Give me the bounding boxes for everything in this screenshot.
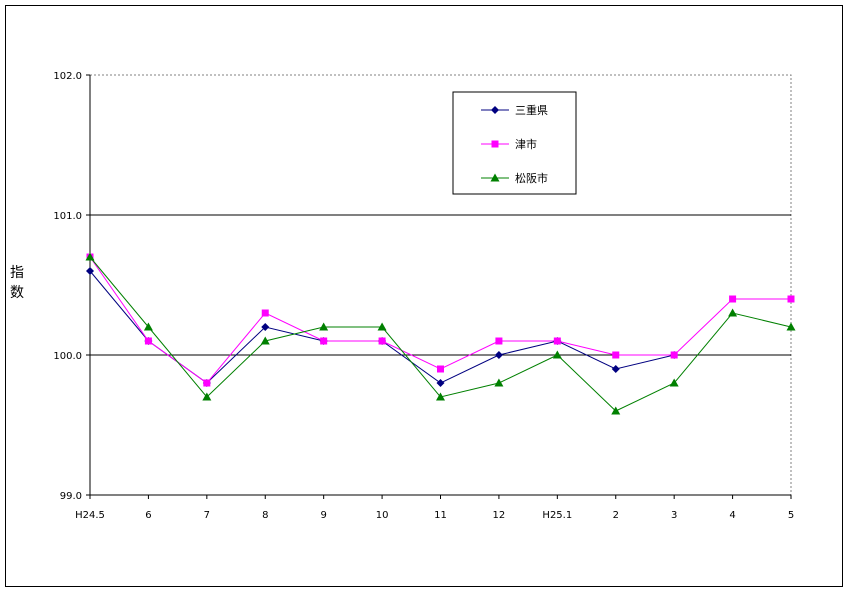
series-1-point-11 <box>729 295 737 303</box>
series-2-point-6 <box>436 392 445 401</box>
series-2-point-5 <box>377 322 387 331</box>
x-tick-label-8: H25.1 <box>542 510 572 521</box>
legend-marker-2 <box>490 173 500 182</box>
x-tick-label-0: H24.5 <box>75 510 105 521</box>
series-2-point-8 <box>552 350 562 359</box>
x-tick-label-6: 11 <box>434 510 447 521</box>
series-2-point-3 <box>260 336 270 345</box>
legend-box <box>452 91 577 195</box>
series-markers <box>85 252 796 415</box>
legend-marker-1 <box>491 140 499 148</box>
y-axis-label-char-0: 指 <box>10 265 24 281</box>
y-tick-label-2: 101.0 <box>53 211 82 222</box>
series-1-point-7 <box>495 337 503 345</box>
series-2-point-12 <box>786 322 796 331</box>
series-2-point-0 <box>85 252 95 261</box>
series-1-point-10 <box>670 351 678 359</box>
y-tick-label-0: 99.0 <box>60 491 82 502</box>
x-tick-label-11: 4 <box>729 510 735 521</box>
series-1-point-12 <box>787 295 795 303</box>
x-tick-label-5: 10 <box>376 510 389 521</box>
y-tick-labels: 99.0 100.0 101.0 102.0 <box>53 71 90 502</box>
x-tick-label-7: 12 <box>493 510 506 521</box>
series-1-point-5 <box>378 337 386 345</box>
y-axis-label: 指数 <box>10 265 24 301</box>
x-tick-labels: H24.5 6 7 8 9 10 11 12 H25.1 2 3 4 5 <box>75 495 794 521</box>
y-axis-label-char-1: 数 <box>10 285 24 301</box>
series-2-point-2 <box>202 392 212 401</box>
series-2-point-7 <box>494 378 504 387</box>
plot-area <box>89 74 792 496</box>
x-tick-label-9: 2 <box>613 510 619 521</box>
series-2-point-9 <box>611 406 621 415</box>
series-2-point-11 <box>728 308 738 317</box>
legend-label-1: 津市 <box>515 137 537 151</box>
x-tick-label-3: 8 <box>262 510 268 521</box>
series-2-point-10 <box>669 378 679 387</box>
y-tick-label-3: 102.0 <box>53 71 82 82</box>
series-2-point-1 <box>143 322 153 331</box>
legend-label-2: 松阪市 <box>515 171 548 185</box>
x-tick-label-1: 6 <box>145 510 151 521</box>
legend-marker-0 <box>491 106 499 114</box>
series-1-point-4 <box>320 337 328 345</box>
series-0-point-3 <box>261 323 270 331</box>
series-1-point-8 <box>553 337 561 345</box>
series-0-point-0 <box>86 267 94 275</box>
x-tick-label-2: 7 <box>204 510 210 521</box>
series-1-point-1 <box>144 337 152 345</box>
x-tick-label-12: 5 <box>788 510 794 521</box>
series-2-point-4 <box>319 322 329 331</box>
x-tick-label-10: 3 <box>671 510 677 521</box>
series-0-point-7 <box>494 351 503 359</box>
legend-label-0: 三重県 <box>515 103 548 117</box>
series-0-point-6 <box>436 379 445 387</box>
x-tick-label-4: 9 <box>320 510 326 521</box>
series-0-point-9 <box>611 365 620 373</box>
series-1-point-9 <box>612 351 620 359</box>
series-1-point-2 <box>203 379 211 387</box>
series-1-point-3 <box>261 309 269 317</box>
y-tick-label-1: 100.0 <box>53 351 82 362</box>
series-1-point-6 <box>437 365 444 373</box>
